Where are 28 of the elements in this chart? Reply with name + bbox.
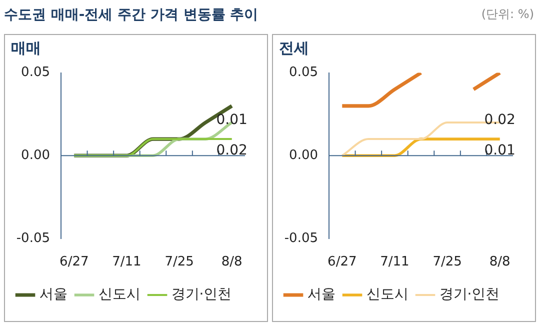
x-tick-label: 6/27 [60, 254, 89, 270]
x-tick-label: 6/27 [328, 254, 357, 270]
annotation: 0.01 [216, 112, 248, 128]
legend-label: 경기·인천 [439, 286, 500, 303]
y-tick-label: -0.05 [16, 230, 50, 246]
annotation: 0.01 [484, 142, 516, 159]
y-tick-label: 0.00 [289, 148, 318, 163]
legend-label: 신도시 [366, 286, 408, 303]
annotation: 0.02 [484, 112, 516, 128]
x-tick-label: 8/8 [489, 254, 510, 270]
y-tick-label: -0.05 [284, 230, 318, 246]
legend-label: 경기·인천 [171, 286, 232, 303]
x-tick-label: 7/11 [112, 254, 142, 270]
y-tick-label: 0.05 [21, 65, 50, 80]
x-tick-label: 7/11 [380, 254, 410, 270]
x-tick-label: 7/25 [432, 254, 462, 270]
chart-title: 매매 [10, 38, 42, 59]
chart-title: 전세 [278, 38, 310, 59]
y-tick-label: 0.05 [289, 65, 318, 80]
x-tick-label: 8/8 [221, 254, 242, 270]
x-tick-label: 7/25 [164, 254, 194, 270]
text: (단위: %) [481, 6, 534, 23]
legend-label: 신도시 [98, 286, 140, 303]
text: 수도권 매매-전세 주간 가격 변동률 추이 [4, 7, 258, 23]
y-tick-label: 0.00 [21, 148, 50, 163]
legend-label: 서울 [307, 286, 336, 303]
legend-label: 서울 [39, 286, 68, 303]
annotation: 0.02 [216, 142, 248, 159]
